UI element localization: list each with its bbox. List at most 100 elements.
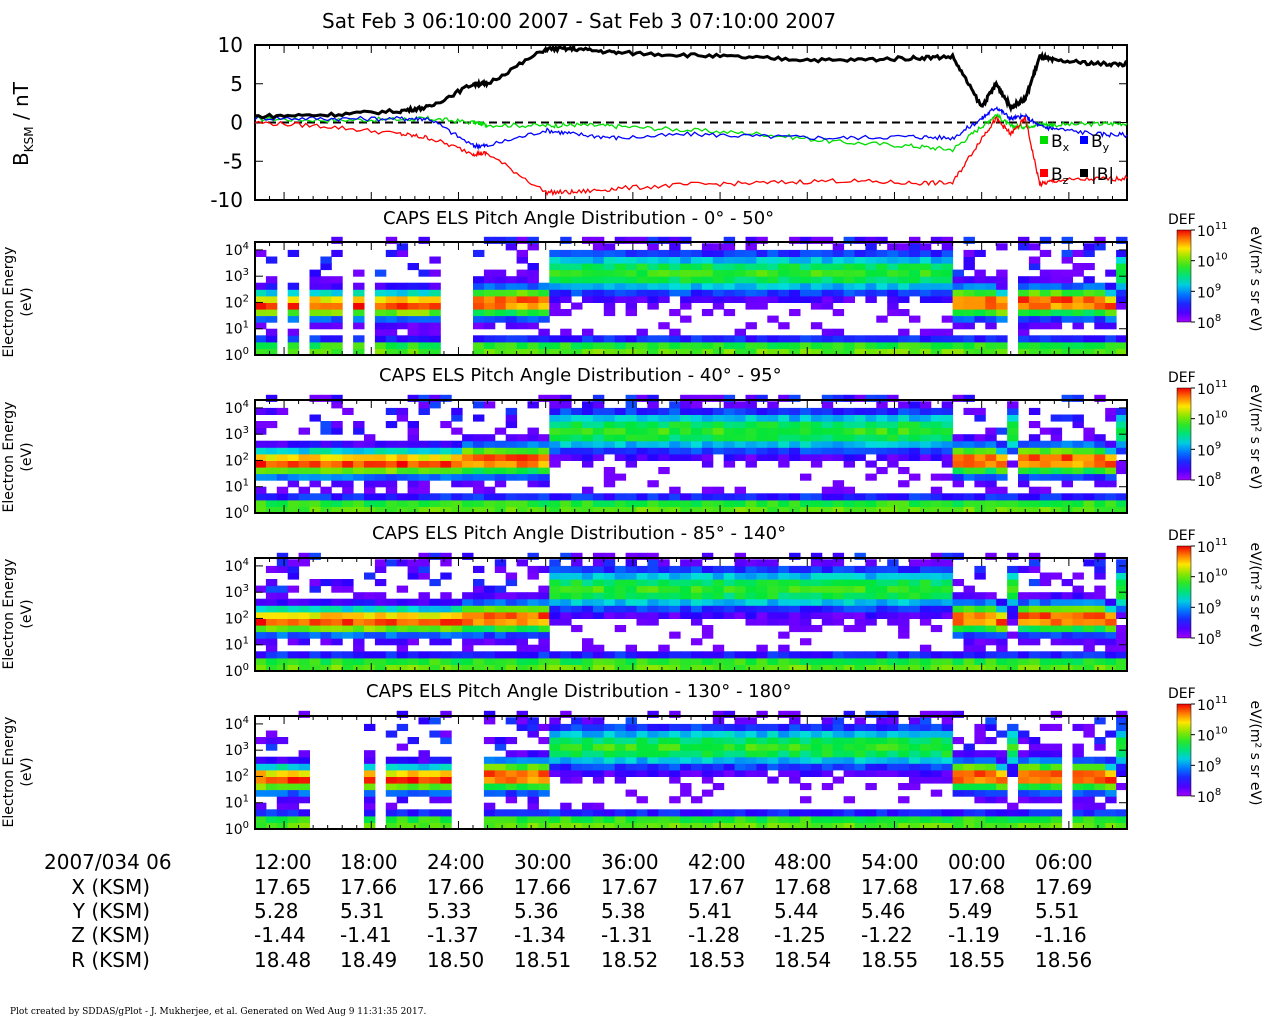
spectro-cell <box>603 276 616 284</box>
spectro-cell <box>560 282 572 290</box>
spectro-cell <box>647 756 659 764</box>
spectro-cell <box>680 664 692 672</box>
spectro-cell <box>549 440 561 448</box>
spectro-cell <box>887 453 899 461</box>
spectro-cell <box>1072 315 1084 323</box>
spectro-cell <box>265 295 278 303</box>
spectro-cell <box>1028 756 1041 764</box>
spectro-cell <box>1039 499 1052 507</box>
spectro-cell <box>734 506 746 514</box>
spectro-cell <box>963 651 975 659</box>
spectro-cell <box>429 493 441 501</box>
spectro-cell <box>800 664 812 672</box>
spectro-cell <box>353 335 365 343</box>
spectro-cell <box>1050 710 1063 718</box>
spectro-cell <box>800 427 812 435</box>
spectro-cell <box>1050 605 1063 613</box>
spectro-cell <box>483 401 496 409</box>
spectro-cell <box>1072 322 1084 330</box>
spectro-cell <box>789 611 801 619</box>
spectro-cell <box>582 750 594 758</box>
spectro-cell <box>745 302 757 310</box>
spectro-cell <box>582 269 594 277</box>
spectro-cell <box>407 625 419 633</box>
spectro-cell <box>353 295 365 303</box>
ephem-value: 17.67 <box>601 875 659 899</box>
spectro-cell <box>745 427 757 435</box>
spectro-cell <box>745 335 757 343</box>
spectro-cell <box>832 664 845 672</box>
spectro-cell <box>571 276 583 284</box>
spectro-cell <box>985 638 997 646</box>
spectro-cell <box>429 611 441 619</box>
spectro-cell <box>1007 730 1019 738</box>
spectro-cell <box>767 421 779 429</box>
spectro-cell <box>1072 249 1084 257</box>
spectro-cell <box>952 467 964 475</box>
spectro-cell <box>418 756 430 764</box>
spectro-cell <box>876 493 888 501</box>
spectro-cell <box>407 559 419 567</box>
spectro-cell <box>625 269 637 277</box>
spectro-cell <box>723 565 736 573</box>
spectro-cell <box>592 592 605 600</box>
spectro-cell <box>429 796 441 804</box>
spectro-cell <box>309 625 321 633</box>
spectro-cell <box>549 651 561 659</box>
spectro-cell <box>821 750 834 758</box>
spectro-cell <box>865 730 877 738</box>
spectro-cell <box>549 407 561 415</box>
spectro-cell <box>767 276 779 284</box>
spectro-cell <box>701 750 714 758</box>
spectro-cell <box>800 598 812 606</box>
spectro-cell <box>1018 328 1030 336</box>
spectro-cell <box>1028 789 1041 797</box>
spectro-cell <box>483 802 496 810</box>
spectro-cell <box>1039 763 1052 771</box>
spectro-cell <box>331 506 343 514</box>
spectro-cell <box>974 651 986 659</box>
ephem-value: 18.48 <box>254 948 312 972</box>
colorbar-tick-label: 109 <box>1197 756 1221 775</box>
spectro-cell <box>778 579 790 587</box>
spectro-cell <box>1105 756 1117 764</box>
spectro-cell <box>919 348 932 356</box>
spectro-cell <box>549 579 561 587</box>
spectro-cell <box>974 506 986 514</box>
spectro-cell <box>560 552 572 560</box>
spectro-cell <box>723 611 736 619</box>
spectro-cell <box>407 309 419 317</box>
spectro-cell <box>996 302 1008 310</box>
spectro-cell <box>810 552 823 560</box>
spectro-cell <box>712 493 725 501</box>
spectro-cell <box>287 664 300 672</box>
spectro-cell <box>919 493 932 501</box>
spectro-cell <box>276 631 289 639</box>
spectro-cell <box>473 348 485 356</box>
spectro-cell <box>353 460 365 468</box>
spectro-cell <box>255 815 267 823</box>
spectro-cell <box>767 335 779 343</box>
spectro-cell <box>745 723 757 731</box>
spectro-cell <box>647 750 659 758</box>
spectro-cell <box>1116 717 1128 725</box>
spectro-cell <box>1083 289 1095 297</box>
spectro-cell <box>669 565 681 573</box>
spectro-cell <box>309 276 321 284</box>
spectro-cell <box>429 335 441 343</box>
spectro-cell <box>909 276 921 284</box>
spectro-cell <box>963 743 975 751</box>
spectro-cell <box>483 295 496 303</box>
spectro-cell <box>418 611 430 619</box>
spectro-cell <box>342 499 354 507</box>
spectro-cell <box>603 499 616 507</box>
spectro-cell <box>603 249 616 257</box>
spectro-cell <box>625 664 637 672</box>
spectro-cell <box>800 447 812 455</box>
spectro-cell <box>494 743 507 751</box>
spectro-cell <box>1007 414 1019 422</box>
spectro-cell <box>331 638 343 646</box>
spectro-cell <box>429 499 441 507</box>
spectro-cell <box>1050 631 1063 639</box>
spectro-cell <box>287 328 300 336</box>
